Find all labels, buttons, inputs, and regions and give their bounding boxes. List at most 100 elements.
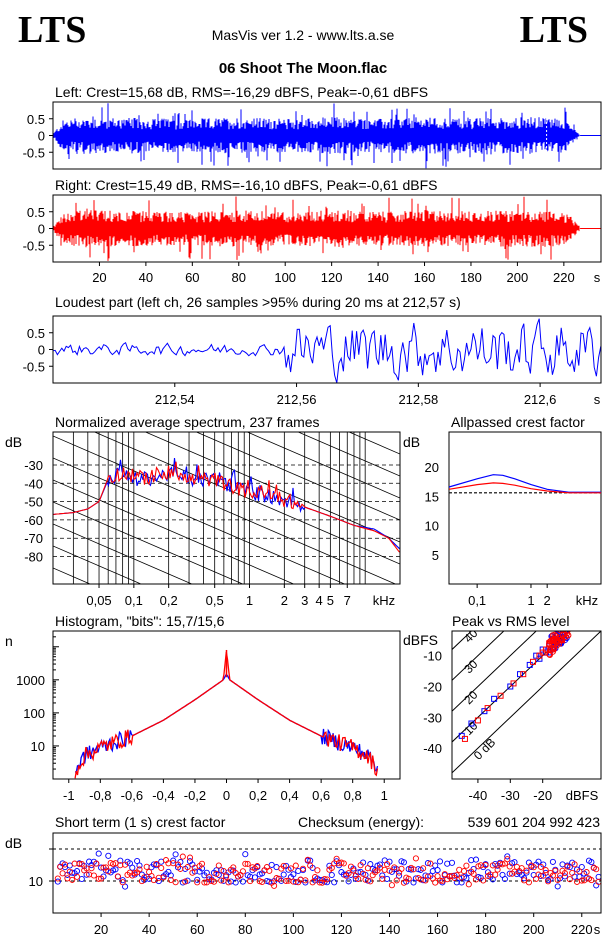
spectrum-slope-line: [53, 501, 244, 584]
shortcrest-point: [251, 874, 258, 881]
peakrms-cluster-point: [553, 642, 560, 649]
shortcrest-point: [182, 878, 189, 885]
peakrms-title: Peak vs RMS level: [452, 613, 569, 629]
peakrms-frame: [451, 630, 602, 780]
histogram-xtick-label: 0,2: [249, 788, 267, 803]
shortcrest-point: [57, 863, 64, 870]
shortcrest-point: [420, 877, 427, 884]
loudest-frame: [52, 315, 602, 384]
shortcrest-point: [588, 859, 595, 866]
shortcrest-point: [480, 877, 487, 884]
shortcrest-point: [511, 859, 518, 866]
shortcrest-point: [518, 865, 525, 872]
shortcrest-point: [69, 876, 76, 883]
shortcrest-xtick-label: 120: [331, 922, 353, 937]
shortcrest-point: [412, 855, 419, 862]
spectrum-slope-line: [53, 457, 346, 584]
left_waveform-ytick-label: 0: [38, 129, 45, 144]
spectrum-panel: Normalized average spectrum, 237 frames d…: [5, 414, 401, 806]
peakrms-ytick-label: -30: [423, 710, 442, 725]
loudest-ytick-label: 0: [38, 343, 45, 358]
peakrms-point: [484, 705, 491, 712]
shortcrest-point: [494, 866, 501, 873]
shortcrest-point: [189, 869, 196, 876]
peakrms-ytick-label: -40: [423, 741, 442, 756]
shortcrest-point: [283, 877, 290, 885]
right_waveform-panel: Right: Crest=15,49 dB, RMS=-16,10 dBFS, …: [23, 177, 602, 285]
shortcrest-point: [427, 860, 434, 867]
left_waveform-panel: Left: Crest=15,68 dB, RMS=-16,29 dBFS, P…: [23, 84, 602, 170]
shortcrest-point: [223, 873, 230, 880]
shortcrest-point: [506, 863, 513, 870]
shortcrest-point: [100, 864, 107, 871]
shortcrest-xtick-label: 140: [379, 922, 401, 937]
peakrms-cluster-point: [546, 640, 553, 647]
right_waveform-xtick-label: 20: [92, 270, 106, 285]
shortcrest-point: [357, 862, 364, 869]
allpassed-xtick-label: 1: [527, 593, 534, 608]
histogram-panel: Histogram, "bits": 15,7/15,6n100010010-1…: [5, 613, 401, 803]
shortcrest-point: [381, 866, 388, 873]
peakrms-point: [510, 680, 517, 687]
shortcrest-point: [482, 862, 489, 869]
shortcrest-point: [230, 864, 237, 871]
peakrms-xtick-label: -40: [469, 788, 488, 803]
shortcrest-point: [571, 861, 578, 868]
shortcrest-point: [314, 867, 321, 874]
peakrms-point: [474, 717, 481, 724]
shortcrest-point: [220, 867, 227, 875]
shortcrest-point: [552, 867, 559, 874]
spectrum-xtick-label: 5: [327, 593, 334, 608]
shortcrest-point: [76, 860, 83, 868]
shortcrest-point: [95, 875, 102, 882]
shortcrest-point: [492, 871, 499, 878]
shortcrest-point: [78, 860, 85, 868]
shortcrest-point: [247, 878, 254, 885]
shortcrest-point: [194, 879, 201, 886]
shortcrest-point: [292, 862, 299, 869]
peakrms-diagonal-label: 20: [461, 688, 481, 708]
shortcrest-point: [436, 858, 444, 865]
peakrms-point: [517, 671, 524, 678]
shortcrest-point: [323, 876, 331, 883]
shortcrest-point: [66, 868, 73, 875]
spectrum-ylabel: dB: [5, 434, 22, 450]
shortcrest-point: [119, 877, 126, 884]
shortcrest-plot: [54, 850, 601, 890]
shortcrest-point: [465, 881, 472, 888]
loudest-xtick-label: 212,54: [155, 392, 195, 407]
shortcrest-point: [271, 882, 278, 889]
allpassed-xtick-label: 2: [544, 593, 551, 608]
peakrms-diagonal: [452, 631, 601, 774]
shortcrest-point: [90, 872, 97, 879]
shortcrest-point: [54, 878, 61, 885]
shortcrest-point: [559, 861, 566, 868]
shortcrest-point: [268, 861, 275, 868]
shortcrest-point: [540, 872, 547, 879]
allpassed-ytick-label: 10: [425, 519, 439, 534]
shortcrest-point: [218, 867, 225, 874]
spectrum-slope-line: [53, 567, 92, 584]
shortcrest-point: [136, 862, 143, 869]
shortcrest-point: [299, 865, 307, 872]
shortcrest-point: [292, 878, 299, 886]
shortcrest-point: [54, 875, 61, 882]
left_waveform-ytick-label: -0.5: [23, 145, 45, 160]
shortcrest-point: [372, 867, 379, 874]
shortcrest-point: [98, 875, 105, 882]
loudest-xunit: s: [594, 392, 601, 407]
shortcrest-point: [73, 873, 81, 880]
spectrum-ytick-label: -50: [24, 495, 43, 510]
peakrms-cluster-point: [554, 638, 562, 645]
loudest-title: Loudest part (left ch, 26 samples >95% d…: [55, 294, 461, 310]
shortcrest-point: [554, 883, 561, 890]
shortcrest-point: [458, 874, 465, 881]
shortcrest-point: [321, 875, 328, 883]
peakrms-point: [536, 652, 543, 659]
shortcrest-point: [396, 872, 403, 879]
spectrum-slope-line: [53, 656, 400, 806]
histogram-xtick-label: 1: [381, 788, 388, 803]
shortcrest-point: [105, 868, 112, 875]
shortcrest-xtick-label: 80: [238, 922, 252, 937]
